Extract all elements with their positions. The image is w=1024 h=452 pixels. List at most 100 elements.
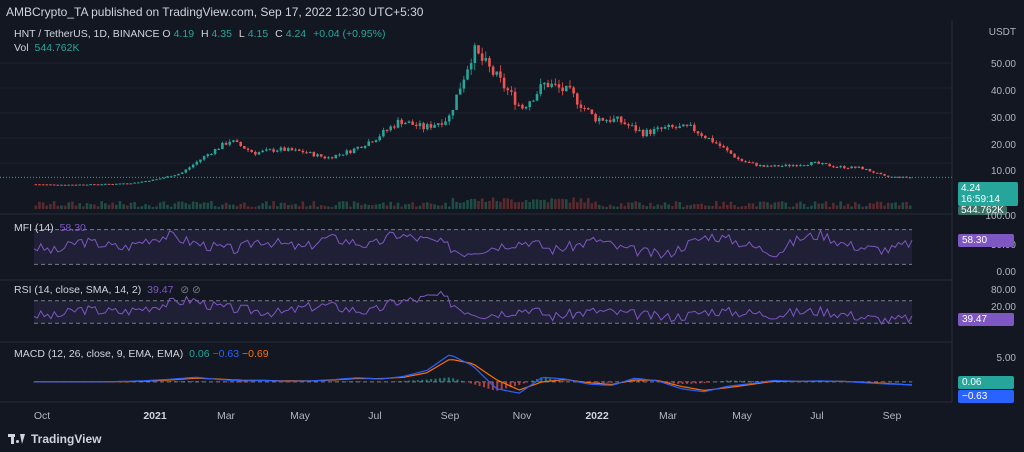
macd-histogram-bar: [690, 381, 693, 384]
candle-body: [356, 146, 360, 149]
candle-body: [791, 165, 795, 167]
price-tick: 20.00: [990, 140, 1016, 151]
candle-body: [147, 180, 151, 182]
volume-bar: [652, 206, 656, 209]
macd-signal-value: −0.69: [242, 348, 269, 360]
candle-body: [473, 45, 477, 64]
volume-bar: [305, 206, 308, 209]
currency-label: USDT: [988, 27, 1016, 38]
candle-body: [404, 122, 407, 125]
macd-histogram-bar: [452, 378, 455, 382]
macd-histogram-bar: [478, 381, 481, 387]
macd-histogram-bar: [412, 380, 415, 382]
volume-bar: [879, 201, 883, 209]
candle-body: [579, 104, 583, 108]
candle-body: [360, 146, 363, 148]
candle-body: [312, 152, 316, 157]
price-tick: 40.00: [990, 86, 1016, 97]
visibility-icon[interactable]: ⊘ ⊘: [180, 284, 201, 296]
macd-histogram-bar: [747, 380, 750, 382]
volume-bar: [155, 206, 158, 209]
tradingview-logo[interactable]: TradingView: [8, 432, 101, 446]
candle-body: [440, 123, 444, 125]
volume-bar: [115, 204, 118, 209]
macd-histogram-bar: [438, 378, 441, 382]
candle-body: [451, 110, 455, 116]
volume-bar: [846, 203, 850, 209]
volume-bar: [572, 197, 575, 209]
volume-bar: [557, 198, 561, 209]
candle-body: [682, 124, 685, 127]
symbol-label[interactable]: HNT / TetherUS, 1D, BINANCE: [14, 28, 160, 40]
volume-bar: [275, 206, 279, 209]
volume-bar: [41, 202, 45, 209]
candle-body: [883, 174, 886, 176]
volume-bar: [641, 204, 645, 209]
volume-bar: [268, 205, 272, 209]
volume-bar: [440, 205, 444, 209]
low-label: L: [238, 28, 245, 40]
volume-bar: [261, 203, 264, 209]
candle-body: [400, 119, 403, 125]
candle-body: [297, 149, 301, 151]
volume-bar: [191, 201, 195, 209]
volume-bar: [411, 202, 414, 209]
volume-bar: [908, 205, 912, 209]
macd-histogram-bar: [637, 380, 640, 382]
candle-body: [352, 148, 356, 153]
volume-bar: [425, 202, 429, 209]
candle-body: [813, 161, 817, 163]
volume-bar: [806, 206, 810, 209]
candle-body: [319, 154, 323, 157]
macd-hist-value: 0.06: [189, 348, 210, 360]
candle-body: [228, 141, 232, 145]
volume-bar: [583, 202, 586, 209]
volume-bar: [447, 206, 451, 209]
macd-histogram-bar: [474, 381, 477, 385]
candle-body: [619, 116, 623, 123]
volume-bar: [565, 199, 568, 209]
macd-histogram-bar: [699, 381, 702, 384]
volume-bar: [126, 205, 129, 209]
volume-bar: [550, 198, 553, 209]
candle-body: [286, 148, 290, 151]
volume-bar: [890, 203, 894, 209]
macd-histogram-bar: [509, 381, 512, 388]
candle-body: [338, 154, 341, 156]
volume-bar: [586, 198, 590, 209]
candle-body: [385, 129, 389, 131]
volume-bar: [49, 204, 52, 209]
candle-body: [755, 162, 758, 166]
macd-histogram-bar: [668, 381, 671, 384]
volume-bar: [839, 201, 842, 209]
volume-bar: [312, 201, 316, 209]
candle-body: [714, 142, 718, 144]
volume-bar: [319, 205, 323, 209]
volume-bar: [568, 202, 572, 209]
candle-body: [843, 166, 846, 169]
candle-body: [265, 149, 268, 151]
candle-body: [213, 149, 217, 154]
volume-bar: [539, 199, 542, 209]
volume-bar: [122, 204, 125, 209]
candle-body: [758, 165, 762, 167]
volume-bar: [38, 201, 41, 209]
macd-histogram-bar: [522, 381, 525, 384]
volume-bar: [689, 205, 692, 209]
candle-body: [488, 58, 491, 67]
candle-body: [257, 152, 261, 155]
macd-histogram-bar: [222, 381, 225, 383]
candle-body: [45, 184, 49, 186]
volume-bar: [250, 206, 253, 209]
macd-histogram-bar: [602, 381, 605, 383]
volume-bar: [813, 201, 817, 209]
volume-bar: [34, 205, 38, 209]
macd-histogram-bar: [156, 381, 159, 382]
candle-body: [169, 176, 173, 178]
main-legend: HNT / TetherUS, 1D, BINANCE O 4.19 H 4.35 …: [14, 28, 385, 40]
candle-body: [704, 135, 707, 139]
candle-body: [224, 142, 228, 145]
volume-bar: [784, 202, 788, 209]
candle-body: [455, 94, 458, 111]
volume-bar: [180, 201, 184, 209]
